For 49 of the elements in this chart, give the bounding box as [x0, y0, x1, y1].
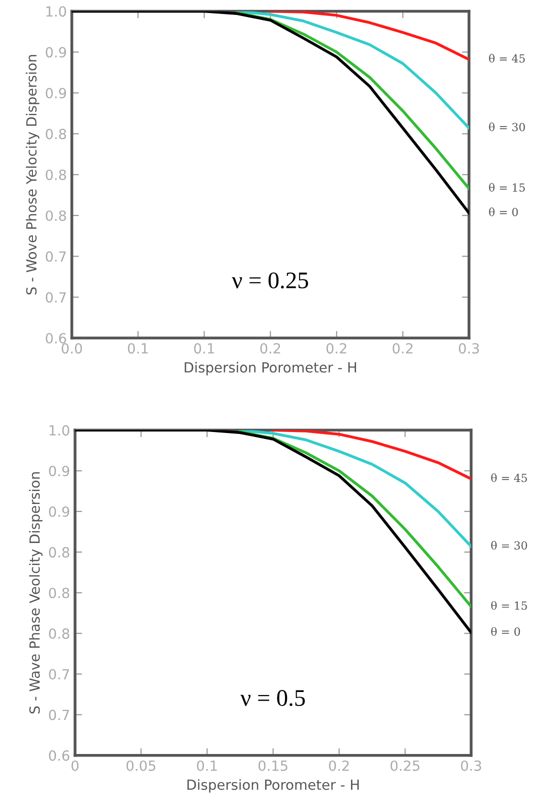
series-label: θ = 15 [489, 183, 525, 192]
x-tick-label: 0.0 [62, 343, 82, 354]
x-tick-label: 0.2 [392, 343, 412, 354]
x-tick-label: 0 [72, 760, 79, 771]
annotation: ν = 0.5 [240, 690, 305, 706]
x-tick-label: 0.2 [328, 760, 349, 771]
y-tick-label: 0.7 [46, 292, 66, 303]
x-tick-label: 0.3 [461, 760, 482, 771]
y-tick-label: 0.6 [49, 750, 70, 761]
y-tick-label: 0.8 [46, 128, 66, 140]
y-tick-label: 0.8 [49, 547, 70, 558]
x-tick-label: 0.15 [258, 760, 288, 771]
y-axis-title: S - Wave Phase Veolcity Dispersion [29, 472, 43, 714]
x-tick-label: 0.05 [126, 760, 156, 771]
x-tick-label: 0.2 [260, 343, 280, 354]
line-series [272, 430, 472, 480]
y-tick-label: 0.8 [49, 628, 70, 639]
annotation: ν = 0.25 [232, 272, 308, 288]
series-label: θ = 30 [489, 122, 525, 132]
y-tick-label: 0.9 [49, 466, 70, 476]
series-label: θ = 0 [489, 208, 518, 216]
x-tick-label: 0.2 [326, 343, 346, 354]
series-label: θ = 0 [491, 627, 520, 636]
x-tick-label: 0.1 [128, 343, 148, 354]
y-tick-label: 1.0 [46, 6, 66, 17]
series-label: θ = 15 [491, 601, 527, 610]
x-tick-label: 0.1 [194, 343, 214, 354]
x-axis-title: Dispersion Porometer - H [184, 362, 356, 376]
x-axis-title: Dispersion Porometer - H [187, 779, 359, 793]
y-tick-label: 0.8 [46, 210, 66, 221]
y-tick-label: 0.7 [46, 251, 66, 262]
x-tick-label: 0.3 [458, 343, 479, 354]
y-tick-label: 0.9 [49, 506, 70, 517]
y-tick-label: 0.7 [49, 669, 69, 680]
line-series [238, 430, 472, 548]
y-tick-label: 1.0 [50, 425, 70, 436]
x-tick-label: 0.25 [390, 760, 420, 771]
y-tick-label: 0.7 [49, 710, 69, 720]
y-tick-label: 0.6 [46, 332, 66, 344]
y-tick-label: 0.9 [46, 88, 66, 98]
series-label: θ = 30 [491, 540, 528, 550]
line-series [269, 11, 469, 61]
series-label: θ = 45 [489, 54, 525, 63]
y-tick-label: 0.8 [49, 588, 70, 598]
x-tick-label: 0.1 [196, 760, 217, 771]
y-tick-label: 0.9 [46, 47, 66, 58]
y-tick-label: 0.8 [46, 170, 66, 180]
y-axis-title: S - Wove Phose Yelocity Dispersion [26, 55, 40, 294]
series-label: θ = 45 [491, 473, 527, 482]
